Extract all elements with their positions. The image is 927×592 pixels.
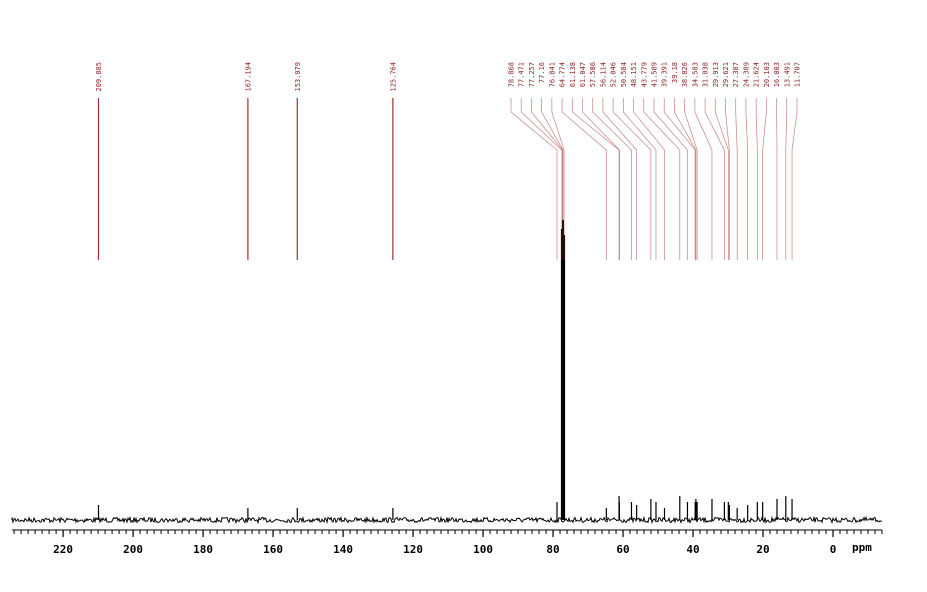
x-tick-label: 220 [53,543,73,556]
peak-connector [726,98,730,260]
x-tick-label: 80 [546,543,559,556]
peak-label: 13.491 [783,62,791,87]
peak-label: 43.779 [640,62,648,87]
peak-label: 29.621 [722,62,730,87]
peak-connector [786,98,787,260]
peak-label: 31.038 [702,62,710,87]
peak-label: 52.046 [610,62,618,87]
peak-label: 125.764 [389,62,397,92]
x-tick-label: 20 [756,543,769,556]
peak-connector [644,98,680,260]
baseline-noise [12,518,882,523]
peak-label: 77.257 [528,62,536,87]
peak-label: 50.584 [620,62,628,87]
peak-label: 24.389 [742,62,750,87]
peak-connector [792,98,797,260]
peak-connector [736,98,737,260]
peak-label: 153.079 [294,62,302,92]
peak-label: 209.885 [95,62,103,92]
peak-label: 34.583 [691,62,699,87]
x-tick-label: 140 [333,543,353,556]
peak-connector [542,98,563,260]
peak-label: 16.003 [773,62,781,87]
peak-connector [562,98,606,260]
peak-label: 78.868 [508,62,516,87]
x-tick-label: 120 [403,543,423,556]
peak-connector [746,98,748,260]
peak-label: 64.774 [559,62,567,87]
x-tick-label: 60 [616,543,629,556]
peak-label: 20.103 [763,62,771,87]
peak-label: 39.18 [671,62,679,83]
peak-connector [583,98,620,260]
x-tick-label: 40 [686,543,699,556]
peak-label: 56.114 [599,62,607,87]
peak-label: 38.826 [681,62,689,87]
peak-label: 61.047 [579,62,587,87]
peak-label: 39.391 [661,62,669,87]
peak-connector [763,98,767,260]
x-tick-label: 100 [473,543,493,556]
x-axis-label: ppm [852,541,872,554]
peak-label: 29.913 [712,62,720,87]
peak-connector [674,98,695,260]
peak-connector [511,98,557,260]
peak-connector [654,98,687,260]
peak-connector [634,98,665,260]
peak-connector [521,98,562,260]
peak-label: 41.589 [651,62,659,87]
peak-connector [756,98,757,260]
peak-label: 76.841 [548,62,556,87]
x-tick-label: 200 [123,543,143,556]
x-tick-label: 160 [263,543,283,556]
peak-label: 21.624 [753,62,761,87]
x-tick-label: 180 [193,543,213,556]
peak-label: 77.16 [538,62,546,83]
peak-label: 77.471 [518,62,526,87]
peak-label: 167.194 [244,62,252,92]
peak-label: 61.138 [569,62,577,87]
peak-label: 11.707 [794,62,802,87]
x-tick-label: 0 [830,543,837,556]
peak-label: 27.387 [732,62,740,87]
peak-label: 48.151 [630,62,638,87]
peak-connector [705,98,724,260]
peak-label: 57.586 [589,62,597,87]
